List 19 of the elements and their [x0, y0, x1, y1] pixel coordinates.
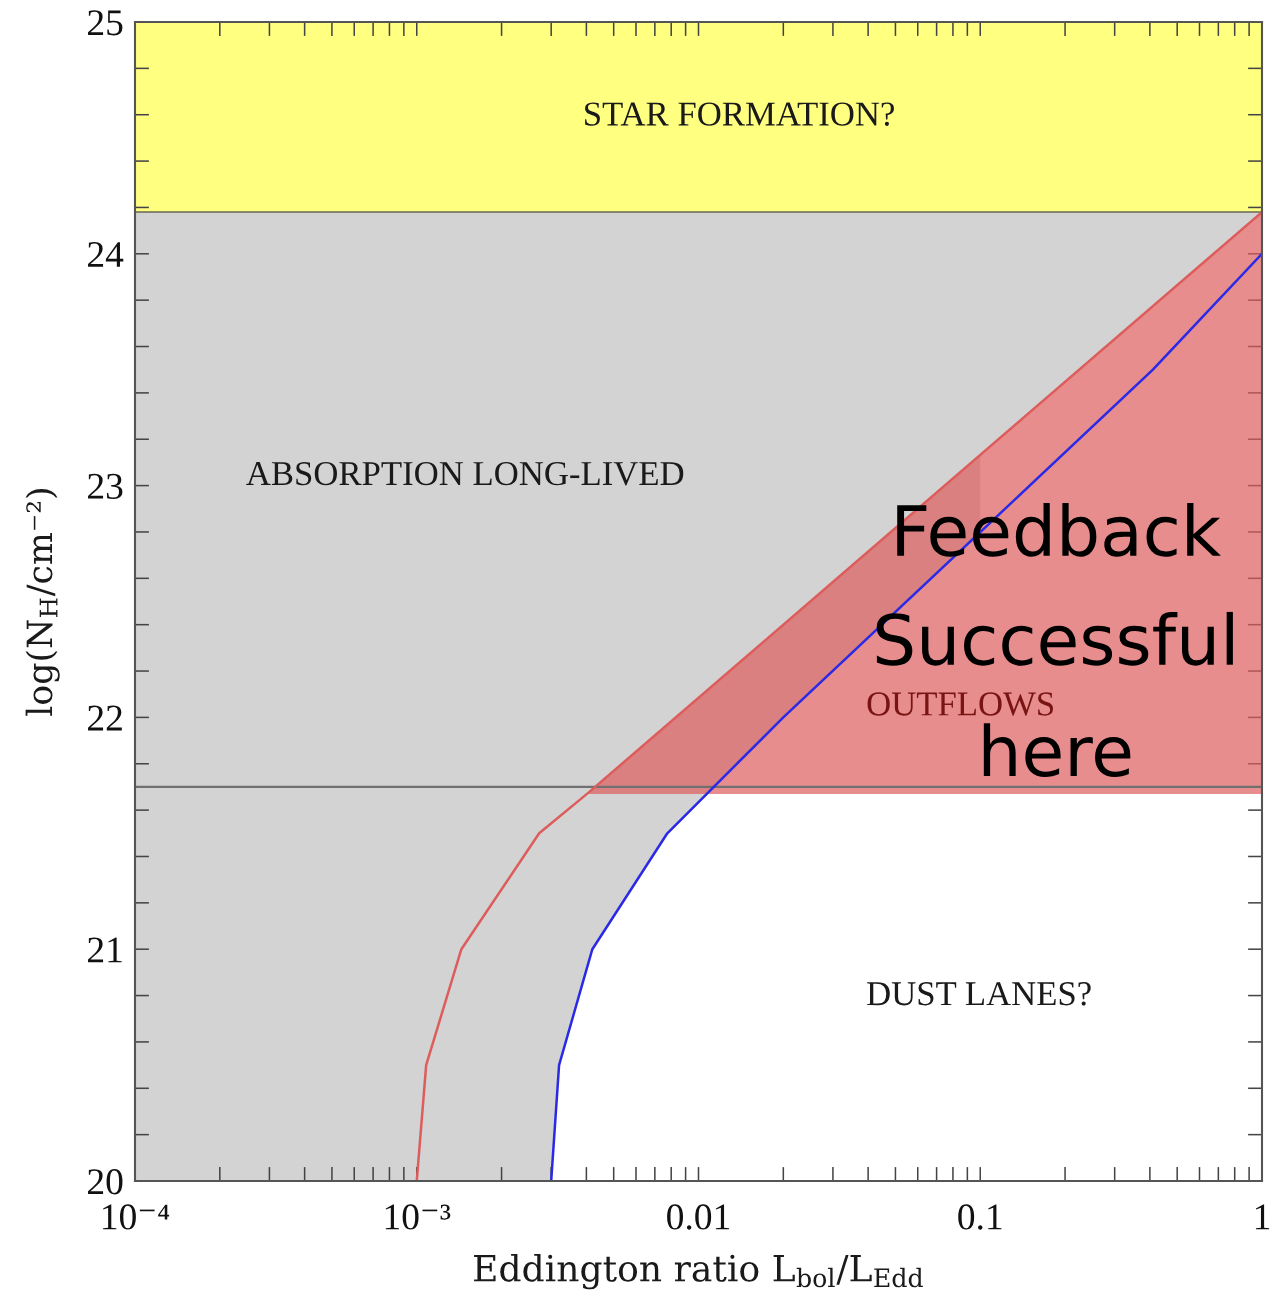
annotation: here [983, 723, 1131, 777]
band-label: STAR FORMATION? [585, 102, 894, 126]
x-tick-label: 0.01 [667, 1204, 730, 1230]
y-tick-label: 23 [88, 473, 123, 499]
x-tick-label: 10⁻³ [385, 1204, 451, 1230]
band-label: ABSORPTION LONG-LIVED [246, 461, 684, 486]
x-axis-title: Eddington ratio L$_{bol}$/L$_{Edd}$ [474, 1253, 923, 1290]
x-tick-label: 10⁻⁴ [103, 1204, 170, 1230]
x-tick-label: 1 [1255, 1204, 1270, 1230]
x-tick-label: 0.1 [958, 1204, 1002, 1230]
y-tick-label: 25 [88, 10, 123, 36]
annotation: DUST LANES? [867, 982, 1091, 1006]
y-tick-label: 20 [88, 1169, 123, 1195]
y-tick-label: 24 [88, 241, 124, 267]
y-axis-title: log(N$_{H}$/cm⁻²) [25, 489, 60, 716]
y-tick-label: 22 [88, 705, 122, 731]
y-tick-label: 21 [88, 937, 122, 963]
annotation: Successful [876, 611, 1233, 666]
annotation: OUTFLOWS [867, 692, 1054, 716]
